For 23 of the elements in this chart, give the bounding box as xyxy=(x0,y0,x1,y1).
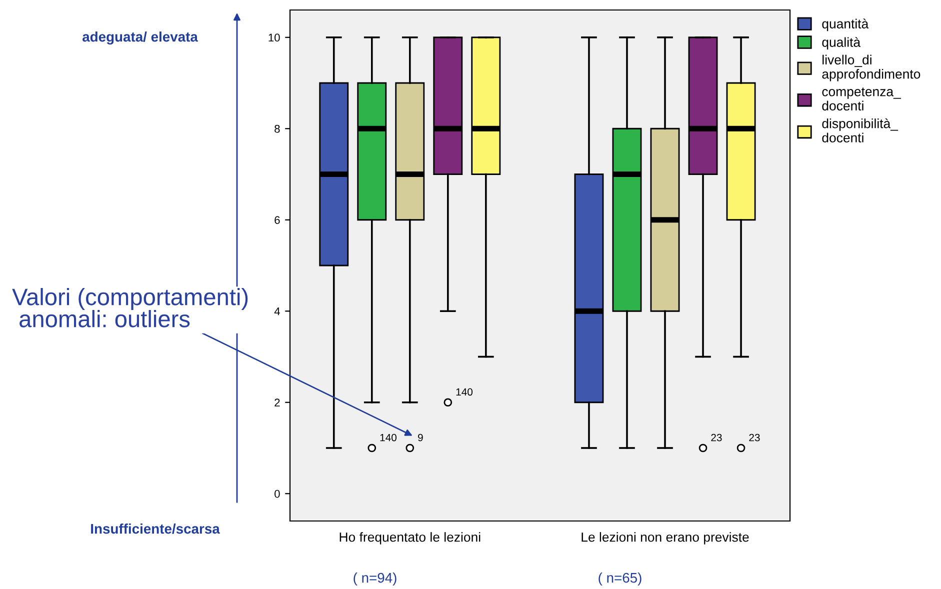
x-tick-label: Le lezioni non erano previste xyxy=(582,532,749,544)
annotation: 140 xyxy=(456,388,473,396)
annotation: 23 xyxy=(711,434,722,442)
y-tick-label: 8 xyxy=(274,124,280,133)
legend-label: qualità xyxy=(822,37,861,50)
text: Valori (comportamenti) anomali: outliers xyxy=(12,288,248,328)
y-tick-label: 10 xyxy=(268,34,280,42)
annotation: 9 xyxy=(418,434,423,442)
legend-label: quantità xyxy=(822,18,869,32)
legend-label: competenza_ docenti xyxy=(822,88,902,110)
text: Insufficiente/scarsa xyxy=(91,524,220,534)
text: ( n=65) xyxy=(598,572,642,586)
y-tick-label: 4 xyxy=(274,308,280,316)
y-tick-label: 0 xyxy=(274,490,280,498)
annotation: 23 xyxy=(749,434,760,442)
y-tick-label: 2 xyxy=(274,398,280,406)
x-tick-label: Ho frequentato le lezioni xyxy=(340,532,480,544)
text: adeguata/ elevata xyxy=(82,31,198,45)
annotation: 140 xyxy=(380,434,397,442)
text: ( n=94) xyxy=(354,572,396,586)
y-tick-label: 6 xyxy=(274,216,280,224)
legend-label: livello_di approfondimento xyxy=(822,54,920,82)
legend-label: disponibilità_ docenti xyxy=(822,118,898,142)
